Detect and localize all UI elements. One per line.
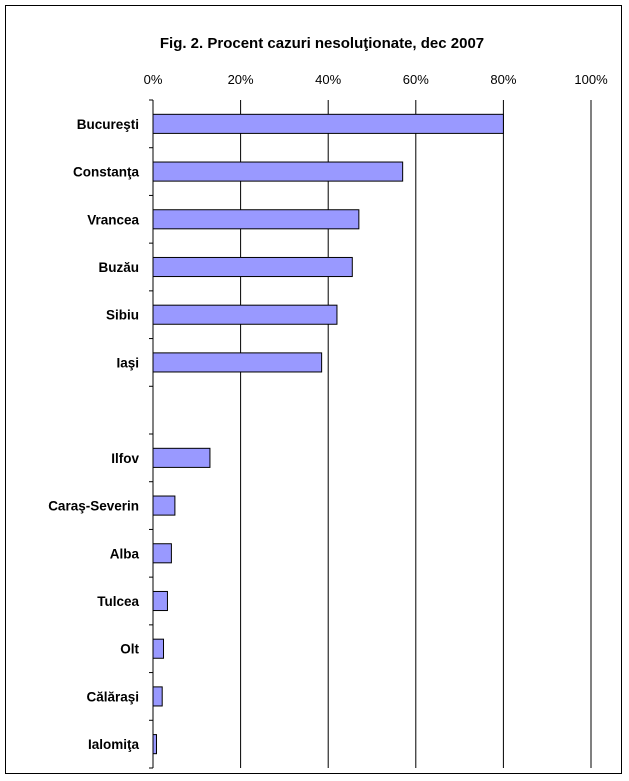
bar — [152, 161, 404, 182]
x-tick-label: 0% — [144, 72, 163, 87]
bar — [152, 352, 323, 373]
category-label: Sibiu — [106, 308, 139, 323]
axes — [149, 99, 154, 769]
bar — [152, 543, 172, 564]
x-tick-label: 40% — [315, 72, 341, 87]
gridlines — [240, 100, 592, 768]
chart-title: Fig. 2. Procent cazuri nesoluţionate, de… — [160, 35, 484, 52]
bar — [152, 113, 504, 134]
category-label: Călăraşi — [86, 689, 139, 704]
category-label: Ilfov — [111, 451, 139, 466]
bar — [152, 590, 168, 612]
category-label: Tulcea — [97, 594, 139, 609]
bar — [152, 256, 353, 278]
category-label: Caraş-Severin — [48, 499, 139, 514]
x-tick-labels: 0% 20% 40% 60% 80% 100% — [144, 72, 608, 87]
bar — [152, 304, 338, 325]
category-label: Alba — [110, 546, 140, 561]
bar — [152, 447, 211, 468]
category-label: Olt — [120, 642, 139, 657]
category-label: Constanţa — [73, 165, 139, 180]
bar — [152, 209, 360, 230]
x-tick-label: 80% — [490, 72, 516, 87]
category-label: Vrancea — [87, 212, 139, 227]
category-labels: Bucureşti Constanţa Vrancea Buzău Sibiu Iaşi I… — [48, 117, 139, 752]
bar — [152, 734, 158, 755]
category-label: Iaşi — [116, 355, 139, 370]
bar — [152, 686, 163, 707]
category-label: Buzău — [99, 260, 140, 275]
bar — [152, 495, 176, 516]
bar — [152, 638, 165, 659]
category-label: Ialomiţa — [88, 737, 140, 752]
x-tick-label: 20% — [228, 72, 254, 87]
x-tick-label: 100% — [574, 72, 608, 87]
category-label: Bucureşti — [77, 117, 139, 132]
x-tick-label: 60% — [403, 72, 429, 87]
bars — [152, 113, 504, 755]
